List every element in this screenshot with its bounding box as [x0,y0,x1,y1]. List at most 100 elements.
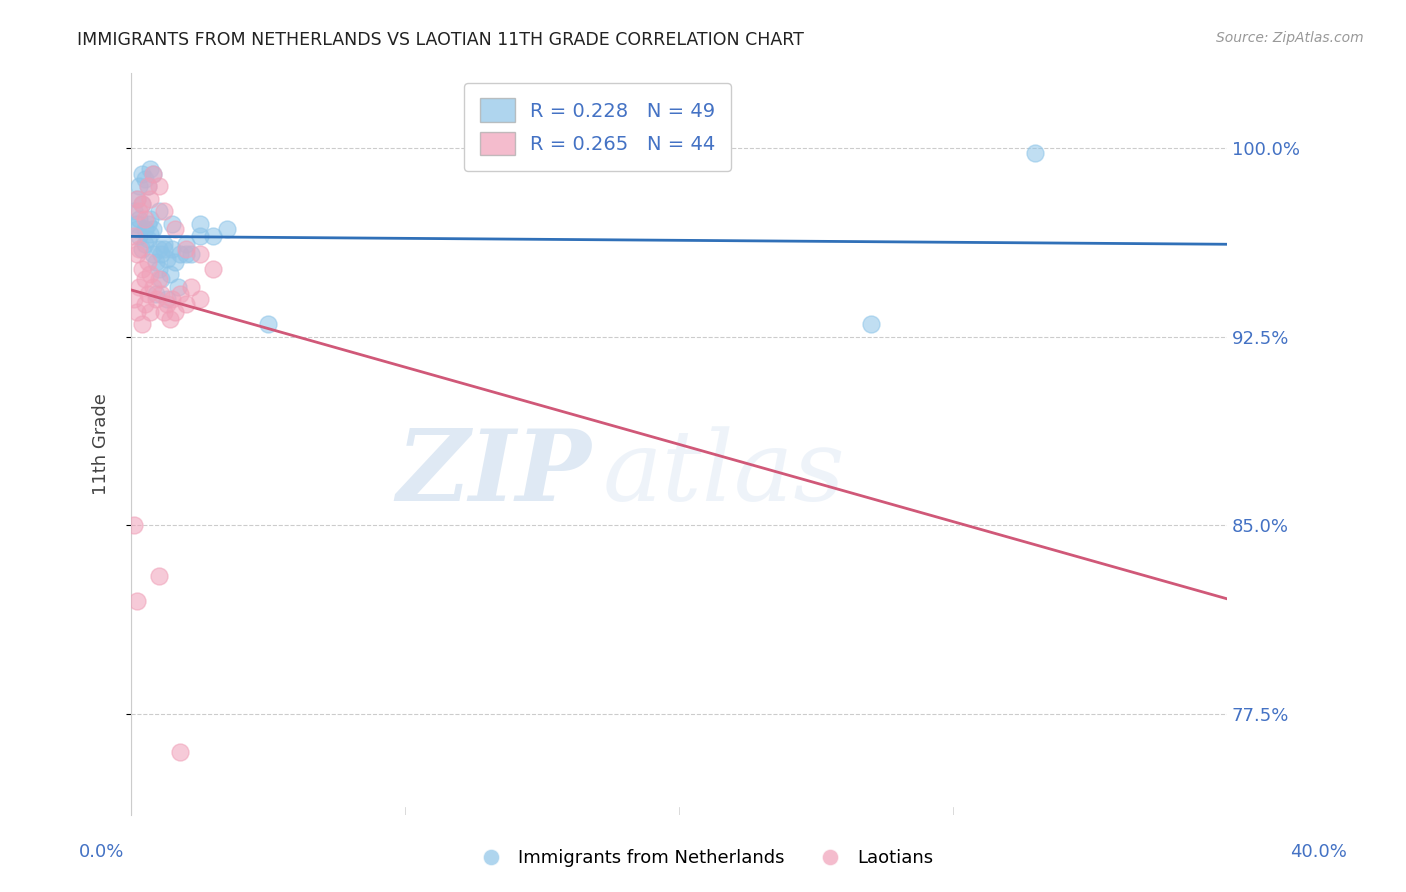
Point [159,267,181,281]
Point [180,279,202,293]
Point [122,518,145,533]
Point [188,247,211,261]
Legend: R = 0.228   N = 49, R = 0.265   N = 44: R = 0.228 N = 49, R = 0.265 N = 44 [464,83,731,171]
Point [257,318,280,332]
Point [174,242,197,256]
Point [169,745,191,759]
Point [153,242,176,256]
Point [145,287,167,301]
Point [139,227,162,241]
Point [148,242,170,256]
Point [162,242,184,256]
Point [188,292,211,306]
Point [142,247,165,261]
Point [142,167,165,181]
Point [125,594,148,608]
Point [163,305,186,319]
Point [166,279,188,293]
Point [125,192,148,206]
Point [153,236,176,251]
Point [136,179,159,194]
Point [156,292,179,306]
Point [125,222,148,236]
Point [125,247,148,261]
Point [136,232,159,246]
Point [131,262,153,277]
Point [145,254,167,268]
Point [131,196,153,211]
Point [174,236,197,251]
Point [150,247,173,261]
Point [134,222,156,236]
Point [131,242,153,256]
Point [139,192,162,206]
Point [180,247,202,261]
Point [125,192,148,206]
Point [188,229,211,244]
Point [1024,146,1046,161]
Point [136,217,159,231]
Point [131,196,153,211]
Point [148,179,170,194]
Point [122,292,145,306]
Point [128,279,150,293]
Point [215,222,238,236]
Point [142,167,165,181]
Point [145,292,167,306]
Point [139,161,162,176]
Point [153,305,176,319]
Point [174,247,197,261]
Point [162,292,184,306]
Point [162,217,184,231]
Legend: Immigrants from Netherlands, Laotians: Immigrants from Netherlands, Laotians [465,842,941,874]
Text: 0.0%: 0.0% [79,843,124,861]
Point [163,222,186,236]
Point [134,236,156,251]
Point [156,252,179,266]
Point [202,262,225,277]
Point [148,204,170,219]
Text: ZIP: ZIP [396,425,592,522]
Point [131,167,153,181]
Text: 40.0%: 40.0% [1291,843,1347,861]
Point [148,272,170,286]
Point [188,217,211,231]
Point [134,272,156,286]
Point [148,262,170,277]
Point [125,217,148,231]
Point [169,287,191,301]
Point [859,318,882,332]
Point [174,297,197,311]
Point [122,229,145,244]
Text: IMMIGRANTS FROM NETHERLANDS VS LAOTIAN 11TH GRADE CORRELATION CHART: IMMIGRANTS FROM NETHERLANDS VS LAOTIAN 1… [77,31,804,49]
Point [122,204,145,219]
Point [136,254,159,268]
Text: atlas: atlas [602,425,845,521]
Point [134,171,156,186]
Point [139,267,162,281]
Point [150,287,173,301]
Point [125,305,148,319]
Point [169,247,191,261]
Point [153,204,176,219]
Point [163,254,186,268]
Point [136,287,159,301]
Point [131,318,153,332]
Point [142,222,165,236]
Point [128,229,150,244]
Point [156,297,179,311]
Point [128,204,150,219]
Point [136,179,159,194]
Point [134,211,156,226]
Point [159,312,181,326]
Text: Source: ZipAtlas.com: Source: ZipAtlas.com [1216,31,1364,45]
Point [139,305,162,319]
Point [142,279,165,293]
Point [134,297,156,311]
Point [150,272,173,286]
Point [202,229,225,244]
Point [139,211,162,226]
Point [128,211,150,226]
Point [128,179,150,194]
Y-axis label: 11th Grade: 11th Grade [93,392,110,495]
